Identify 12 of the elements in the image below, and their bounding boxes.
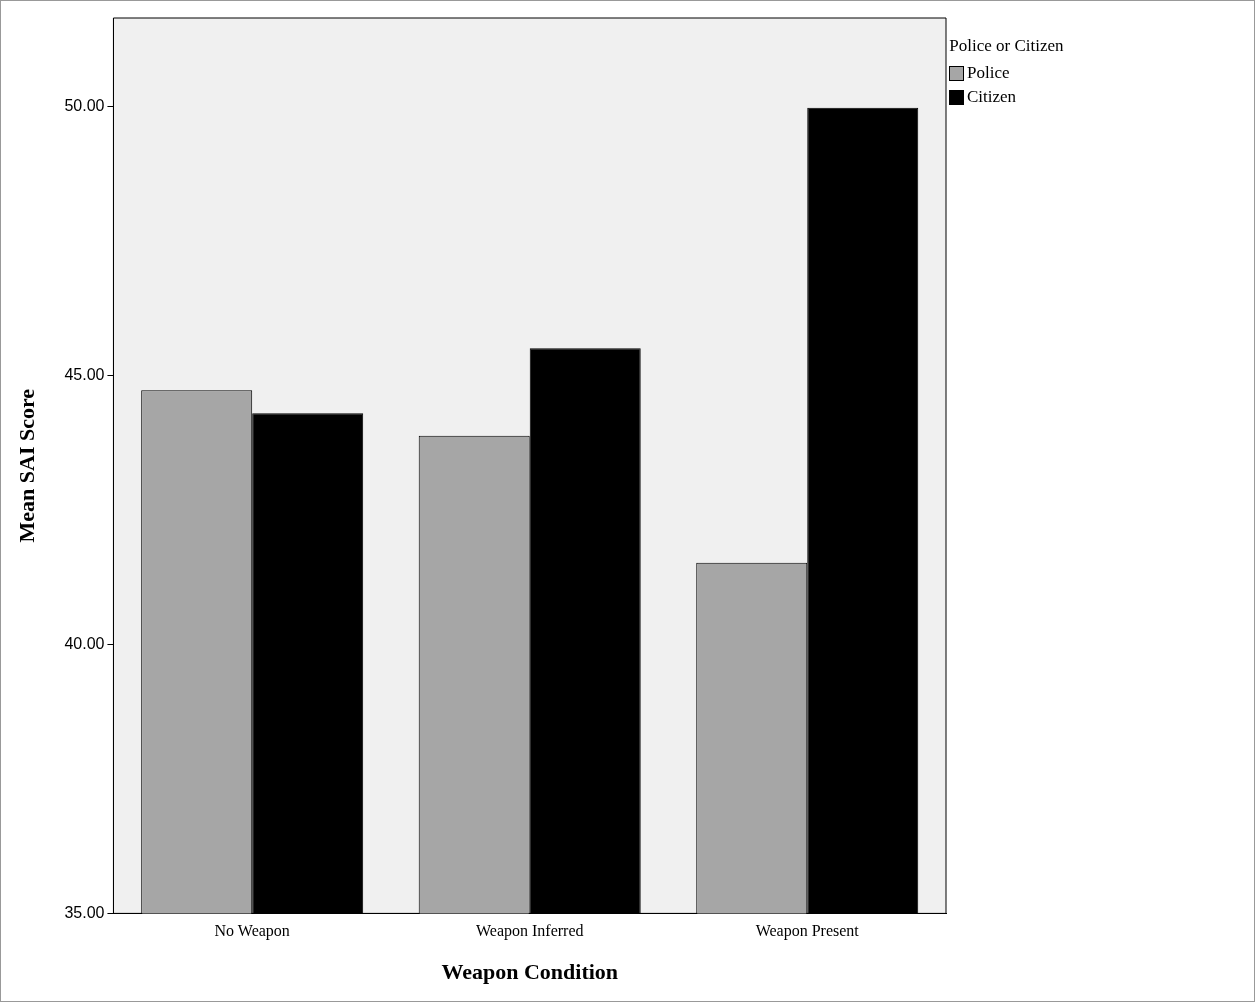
x-tick-label: No Weapon [214, 922, 290, 941]
x-tick-label: Weapon Present [755, 922, 860, 941]
legend-label: Police [967, 63, 1010, 83]
y-tick-label: 50.00 [64, 97, 105, 115]
x-tick-label: Weapon Inferred [475, 922, 584, 941]
y-tick-label: 45.00 [64, 366, 105, 384]
y-tick-label: 35.00 [64, 903, 105, 921]
y-axis-title: Mean SAI Score [13, 388, 39, 543]
y-tick-label: 40.00 [64, 634, 105, 652]
legend-title: Police or Citizen [949, 35, 1064, 57]
x-axis-title: Weapon Condition [441, 959, 619, 985]
legend-label: Citizen [967, 87, 1017, 107]
